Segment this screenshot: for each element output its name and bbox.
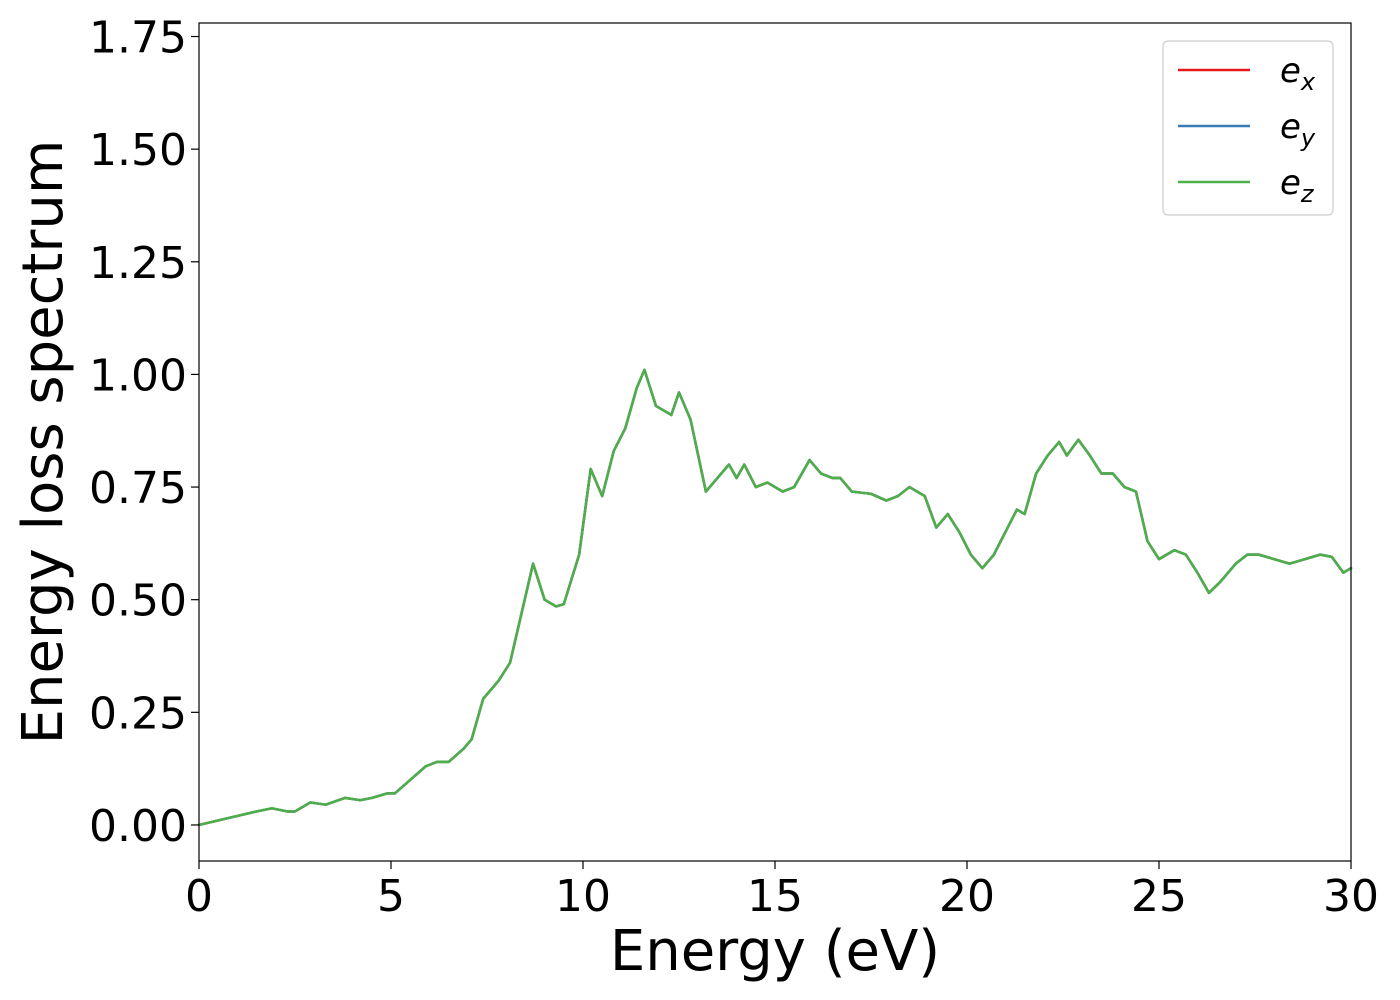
y-tick-label: 1.00 [89,350,187,401]
legend-box [1162,40,1334,216]
y-tick-label: 1.50 [89,125,187,176]
x-tick-label: 5 [377,871,405,922]
x-tick-label: 30 [1323,871,1379,922]
series-line-z [197,368,1353,827]
x-tick-label: 0 [185,871,213,922]
x-tick-label: 15 [747,871,803,922]
y-tick-label: 1.75 [89,13,187,64]
plot-area [197,22,1353,862]
x-tick-label: 25 [1131,871,1187,922]
y-axis-ticks: 0.00 0.25 0.50 0.75 1.00 1.25 1.50 1.75 [89,13,199,852]
legend-label-x: ex [1280,51,1316,96]
legend: ex ey ez [1162,40,1334,216]
x-tick-label: 20 [939,871,995,922]
x-axis-ticks: 0 5 10 15 20 25 30 [185,861,1379,922]
legend-label-y: ey [1280,107,1316,152]
legend-label-z: ez [1280,163,1315,208]
series-layer [197,368,1353,827]
y-tick-label: 1.25 [89,238,187,289]
legend-items: ex ey ez [1178,51,1316,208]
y-tick-label: 0.75 [89,463,187,514]
y-tick-label: 0.25 [89,688,187,739]
y-tick-label: 0.00 [89,801,187,852]
x-axis-label: Energy (eV) [610,919,940,984]
y-axis-label: Energy loss spectrum [11,140,76,745]
x-tick-label: 10 [555,871,611,922]
y-tick-label: 0.50 [89,576,187,627]
